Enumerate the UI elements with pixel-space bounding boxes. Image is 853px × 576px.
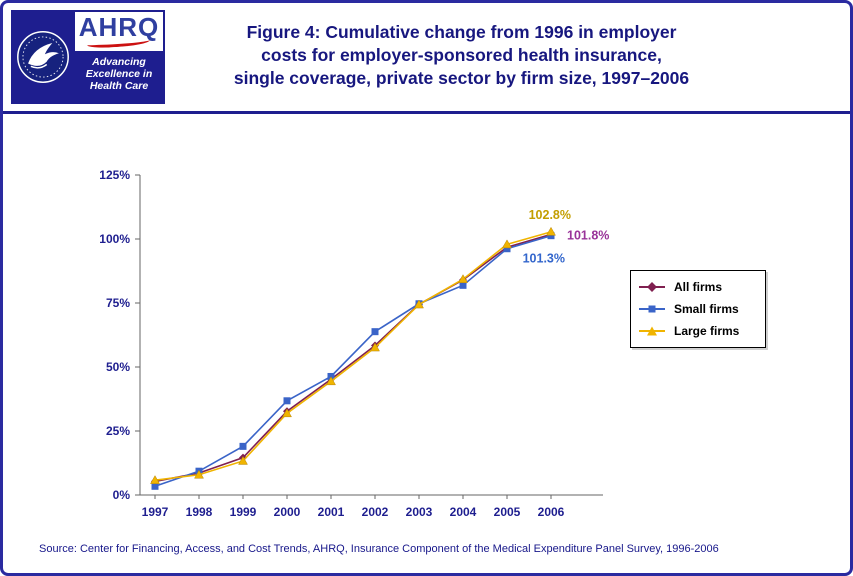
svg-text:1999: 1999 [230, 505, 257, 519]
legend-swatch [639, 325, 665, 337]
legend-label: Small firms [674, 302, 739, 316]
svg-text:1997: 1997 [142, 505, 169, 519]
tagline-line: Excellence in [85, 68, 153, 80]
svg-text:2006: 2006 [538, 505, 565, 519]
chart-legend: All firms Small firms Large firms [630, 270, 766, 348]
square-marker-icon [648, 305, 656, 313]
legend-swatch [639, 281, 665, 293]
ahrq-wordmark: AHRQ [74, 11, 164, 52]
svg-text:102.8%: 102.8% [529, 208, 571, 222]
legend-label: All firms [674, 280, 723, 294]
svg-text:0%: 0% [113, 488, 131, 502]
svg-text:2000: 2000 [274, 505, 301, 519]
source-note: Source: Center for Financing, Access, an… [39, 543, 719, 555]
svg-text:101.8%: 101.8% [567, 228, 609, 242]
svg-text:50%: 50% [106, 360, 130, 374]
header-divider [3, 111, 850, 114]
cumulative-change-line-chart: 0% 25% 50% 75% 100% 125% 1997 1998 1999 2000 2001 2… [99, 168, 609, 519]
legend-label: Large firms [674, 324, 740, 338]
legend-item: Small firms [639, 298, 757, 320]
ahrq-acronym: AHRQ [78, 12, 160, 42]
triangle-marker-icon [647, 326, 657, 336]
ahrq-tagline: Advancing Excellence in Health Care [74, 52, 164, 103]
svg-text:75%: 75% [106, 296, 130, 310]
svg-text:2004: 2004 [450, 505, 477, 519]
legend-item: All firms [639, 276, 757, 298]
legend-swatch [639, 303, 665, 315]
svg-text:2005: 2005 [494, 505, 521, 519]
svg-text:100%: 100% [99, 232, 130, 246]
hhs-seal-icon [12, 11, 74, 103]
svg-text:2001: 2001 [318, 505, 345, 519]
svg-text:101.3%: 101.3% [523, 252, 565, 266]
svg-text:25%: 25% [106, 424, 130, 438]
title-line: Figure 4: Cumulative change from 1996 in… [246, 22, 677, 42]
svg-text:2003: 2003 [406, 505, 433, 519]
svg-text:125%: 125% [99, 168, 130, 182]
ahrq-wordmark-block: AHRQ Advancing Excellence in Health Care [74, 11, 164, 103]
title-line: costs for employer-sponsored health insu… [261, 45, 662, 65]
tagline-line: Health Care [89, 80, 149, 92]
title-line: single coverage, private sector by firm … [233, 68, 690, 88]
svg-text:2002: 2002 [362, 505, 389, 519]
tagline-line: Advancing [92, 56, 146, 68]
svg-text:1998: 1998 [186, 505, 213, 519]
figure-title: Figure 4: Cumulative change from 1996 in… [173, 21, 750, 90]
chart-area: 0% 25% 50% 75% 100% 125% 1997 1998 1999 2000 2001 2… [80, 165, 680, 550]
ahrq-logo: AHRQ Advancing Excellence in Health Care [11, 10, 165, 104]
legend-item: Large firms [639, 320, 757, 342]
diamond-marker-icon [647, 282, 657, 292]
ahrq-swoosh-icon [87, 36, 151, 49]
